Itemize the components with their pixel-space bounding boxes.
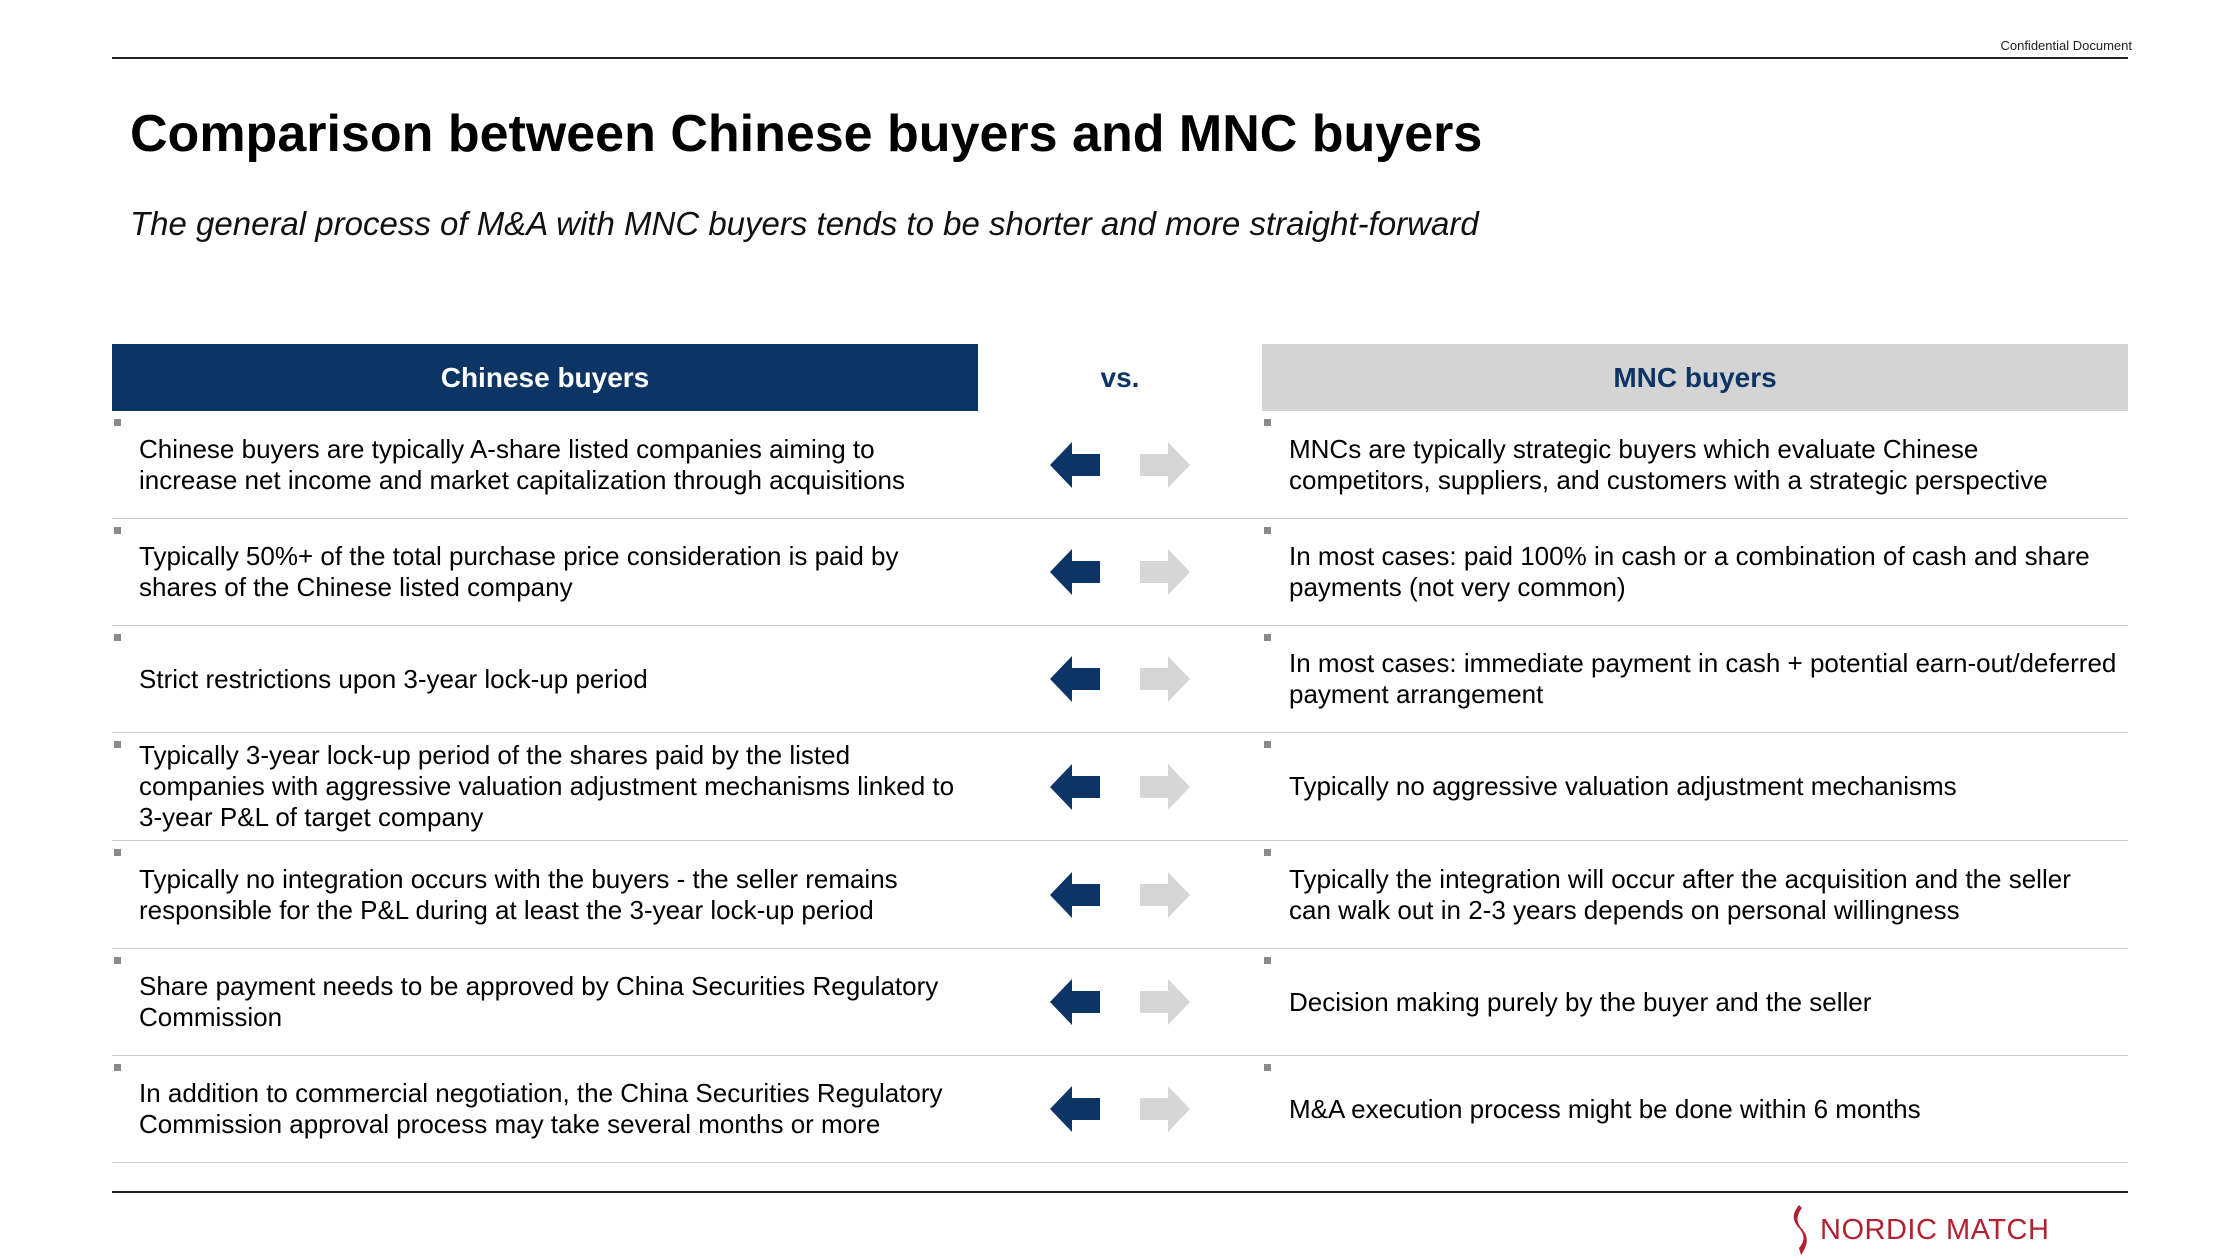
chinese-buyers-cell: Strict restrictions upon 3-year lock-up …	[112, 626, 978, 732]
chinese-buyers-cell: Typically 3-year lock-up period of the s…	[112, 733, 978, 840]
comparison-arrows	[1050, 411, 1190, 518]
comparison-arrows	[1050, 1056, 1190, 1162]
mnc-buyers-header: MNC buyers	[1262, 344, 2128, 411]
mnc-buyers-cell: Typically the integration will occur aft…	[1262, 841, 2128, 948]
bullet-icon	[1264, 634, 1271, 641]
vs-label: vs.	[1100, 361, 1140, 393]
arrow-left-icon	[1050, 656, 1100, 702]
mnc-buyers-cell: Decision making purely by the buyer and …	[1262, 949, 2128, 1055]
comparison-arrows	[1050, 519, 1190, 625]
arrow-right-icon	[1140, 1086, 1190, 1132]
comparison-row: Share payment needs to be approved by Ch…	[112, 949, 2128, 1056]
comparison-arrows	[1050, 733, 1190, 840]
comparison-arrows	[1050, 949, 1190, 1055]
comparison-row: Typically 50%+ of the total purchase pri…	[112, 519, 2128, 626]
nordic-match-logo-icon	[1793, 1205, 1807, 1255]
comparison-row: Strict restrictions upon 3-year lock-up …	[112, 626, 2128, 733]
mnc-buyers-point: M&A execution process might be done with…	[1289, 1093, 1921, 1124]
page-title: Comparison between Chinese buyers and MN…	[130, 105, 1483, 163]
chinese-buyers-header: Chinese buyers	[112, 344, 978, 411]
mnc-buyers-cell: Typically no aggressive valuation adjust…	[1262, 733, 2128, 840]
chinese-buyers-cell: Chinese buyers are typically A-share lis…	[112, 411, 978, 518]
bullet-icon	[114, 527, 121, 534]
comparison-row: Typically no integration occurs with the…	[112, 841, 2128, 949]
chinese-buyers-point: Typically 50%+ of the total purchase pri…	[139, 541, 899, 602]
bullet-icon	[114, 634, 121, 641]
bullet-icon	[1264, 849, 1271, 856]
arrow-right-icon	[1140, 549, 1190, 595]
chinese-buyers-point: In addition to commercial negotiation, t…	[139, 1078, 943, 1139]
arrow-left-icon	[1050, 549, 1100, 595]
chinese-buyers-cell: In addition to commercial negotiation, t…	[112, 1056, 978, 1162]
mnc-buyers-cell: In most cases: immediate payment in cash…	[1262, 626, 2128, 732]
chinese-buyers-point: Share payment needs to be approved by Ch…	[139, 971, 939, 1032]
arrow-left-icon	[1050, 979, 1100, 1025]
mnc-buyers-cell: M&A execution process might be done with…	[1262, 1056, 2128, 1162]
bullet-icon	[114, 741, 121, 748]
arrow-right-icon	[1140, 763, 1190, 810]
top-divider	[112, 57, 2128, 59]
bottom-divider	[112, 1191, 2128, 1193]
arrow-right-icon	[1140, 656, 1190, 702]
chinese-buyers-point: Chinese buyers are typically A-share lis…	[139, 433, 905, 495]
mnc-buyers-point: MNCs are typically strategic buyers whic…	[1289, 433, 2048, 495]
comparison-row: In addition to commercial negotiation, t…	[112, 1056, 2128, 1163]
bullet-icon	[1264, 1064, 1271, 1071]
chinese-buyers-point: Strict restrictions upon 3-year lock-up …	[139, 663, 648, 694]
mnc-buyers-cell: In most cases: paid 100% in cash or a co…	[1262, 519, 2128, 625]
comparison-arrows	[1050, 626, 1190, 732]
comparison-arrows	[1050, 841, 1190, 948]
logo-text: NORDIC MATCH	[1820, 1213, 2050, 1246]
arrow-right-icon	[1140, 441, 1190, 488]
bullet-icon	[114, 849, 121, 856]
arrow-left-icon	[1050, 871, 1100, 918]
mnc-buyers-point: Typically no aggressive valuation adjust…	[1289, 771, 1957, 801]
chinese-buyers-header-label: Chinese buyers	[440, 361, 650, 393]
chinese-buyers-cell: Typically no integration occurs with the…	[112, 841, 978, 948]
nordic-match-logo: NORDIC MATCH	[1790, 1202, 2049, 1258]
chinese-buyers-point: Typically 3-year lock-up period of the s…	[139, 740, 955, 832]
bullet-icon	[1264, 957, 1271, 964]
chinese-buyers-point: Typically no integration occurs with the…	[139, 863, 898, 925]
comparison-table: Chinese buyers are typically A-share lis…	[112, 411, 2128, 1163]
mnc-buyers-cell: MNCs are typically strategic buyers whic…	[1262, 411, 2128, 518]
mnc-buyers-point: Typically the integration will occur aft…	[1289, 863, 2071, 925]
confidential-label: Confidential Document	[2000, 38, 2132, 53]
comparison-row: Typically 3-year lock-up period of the s…	[112, 733, 2128, 841]
mnc-buyers-point: In most cases: paid 100% in cash or a co…	[1289, 541, 2090, 602]
comparison-row: Chinese buyers are typically A-share lis…	[112, 411, 2128, 519]
bullet-icon	[114, 1064, 121, 1071]
bullet-icon	[1264, 527, 1271, 534]
bullet-icon	[114, 419, 121, 426]
mnc-buyers-header-label: MNC buyers	[1613, 361, 1777, 393]
mnc-buyers-point: In most cases: immediate payment in cash…	[1289, 648, 2117, 709]
chinese-buyers-cell: Typically 50%+ of the total purchase pri…	[112, 519, 978, 625]
page-subtitle: The general process of M&A with MNC buye…	[130, 205, 1479, 242]
mnc-buyers-point: Decision making purely by the buyer and …	[1289, 986, 1872, 1017]
bullet-icon	[1264, 419, 1271, 426]
chinese-buyers-cell: Share payment needs to be approved by Ch…	[112, 949, 978, 1055]
arrow-left-icon	[1050, 763, 1100, 810]
arrow-left-icon	[1050, 1086, 1100, 1132]
arrow-left-icon	[1050, 441, 1100, 488]
bullet-icon	[114, 957, 121, 964]
bullet-icon	[1264, 741, 1271, 748]
arrow-right-icon	[1140, 871, 1190, 918]
arrow-right-icon	[1140, 979, 1190, 1025]
